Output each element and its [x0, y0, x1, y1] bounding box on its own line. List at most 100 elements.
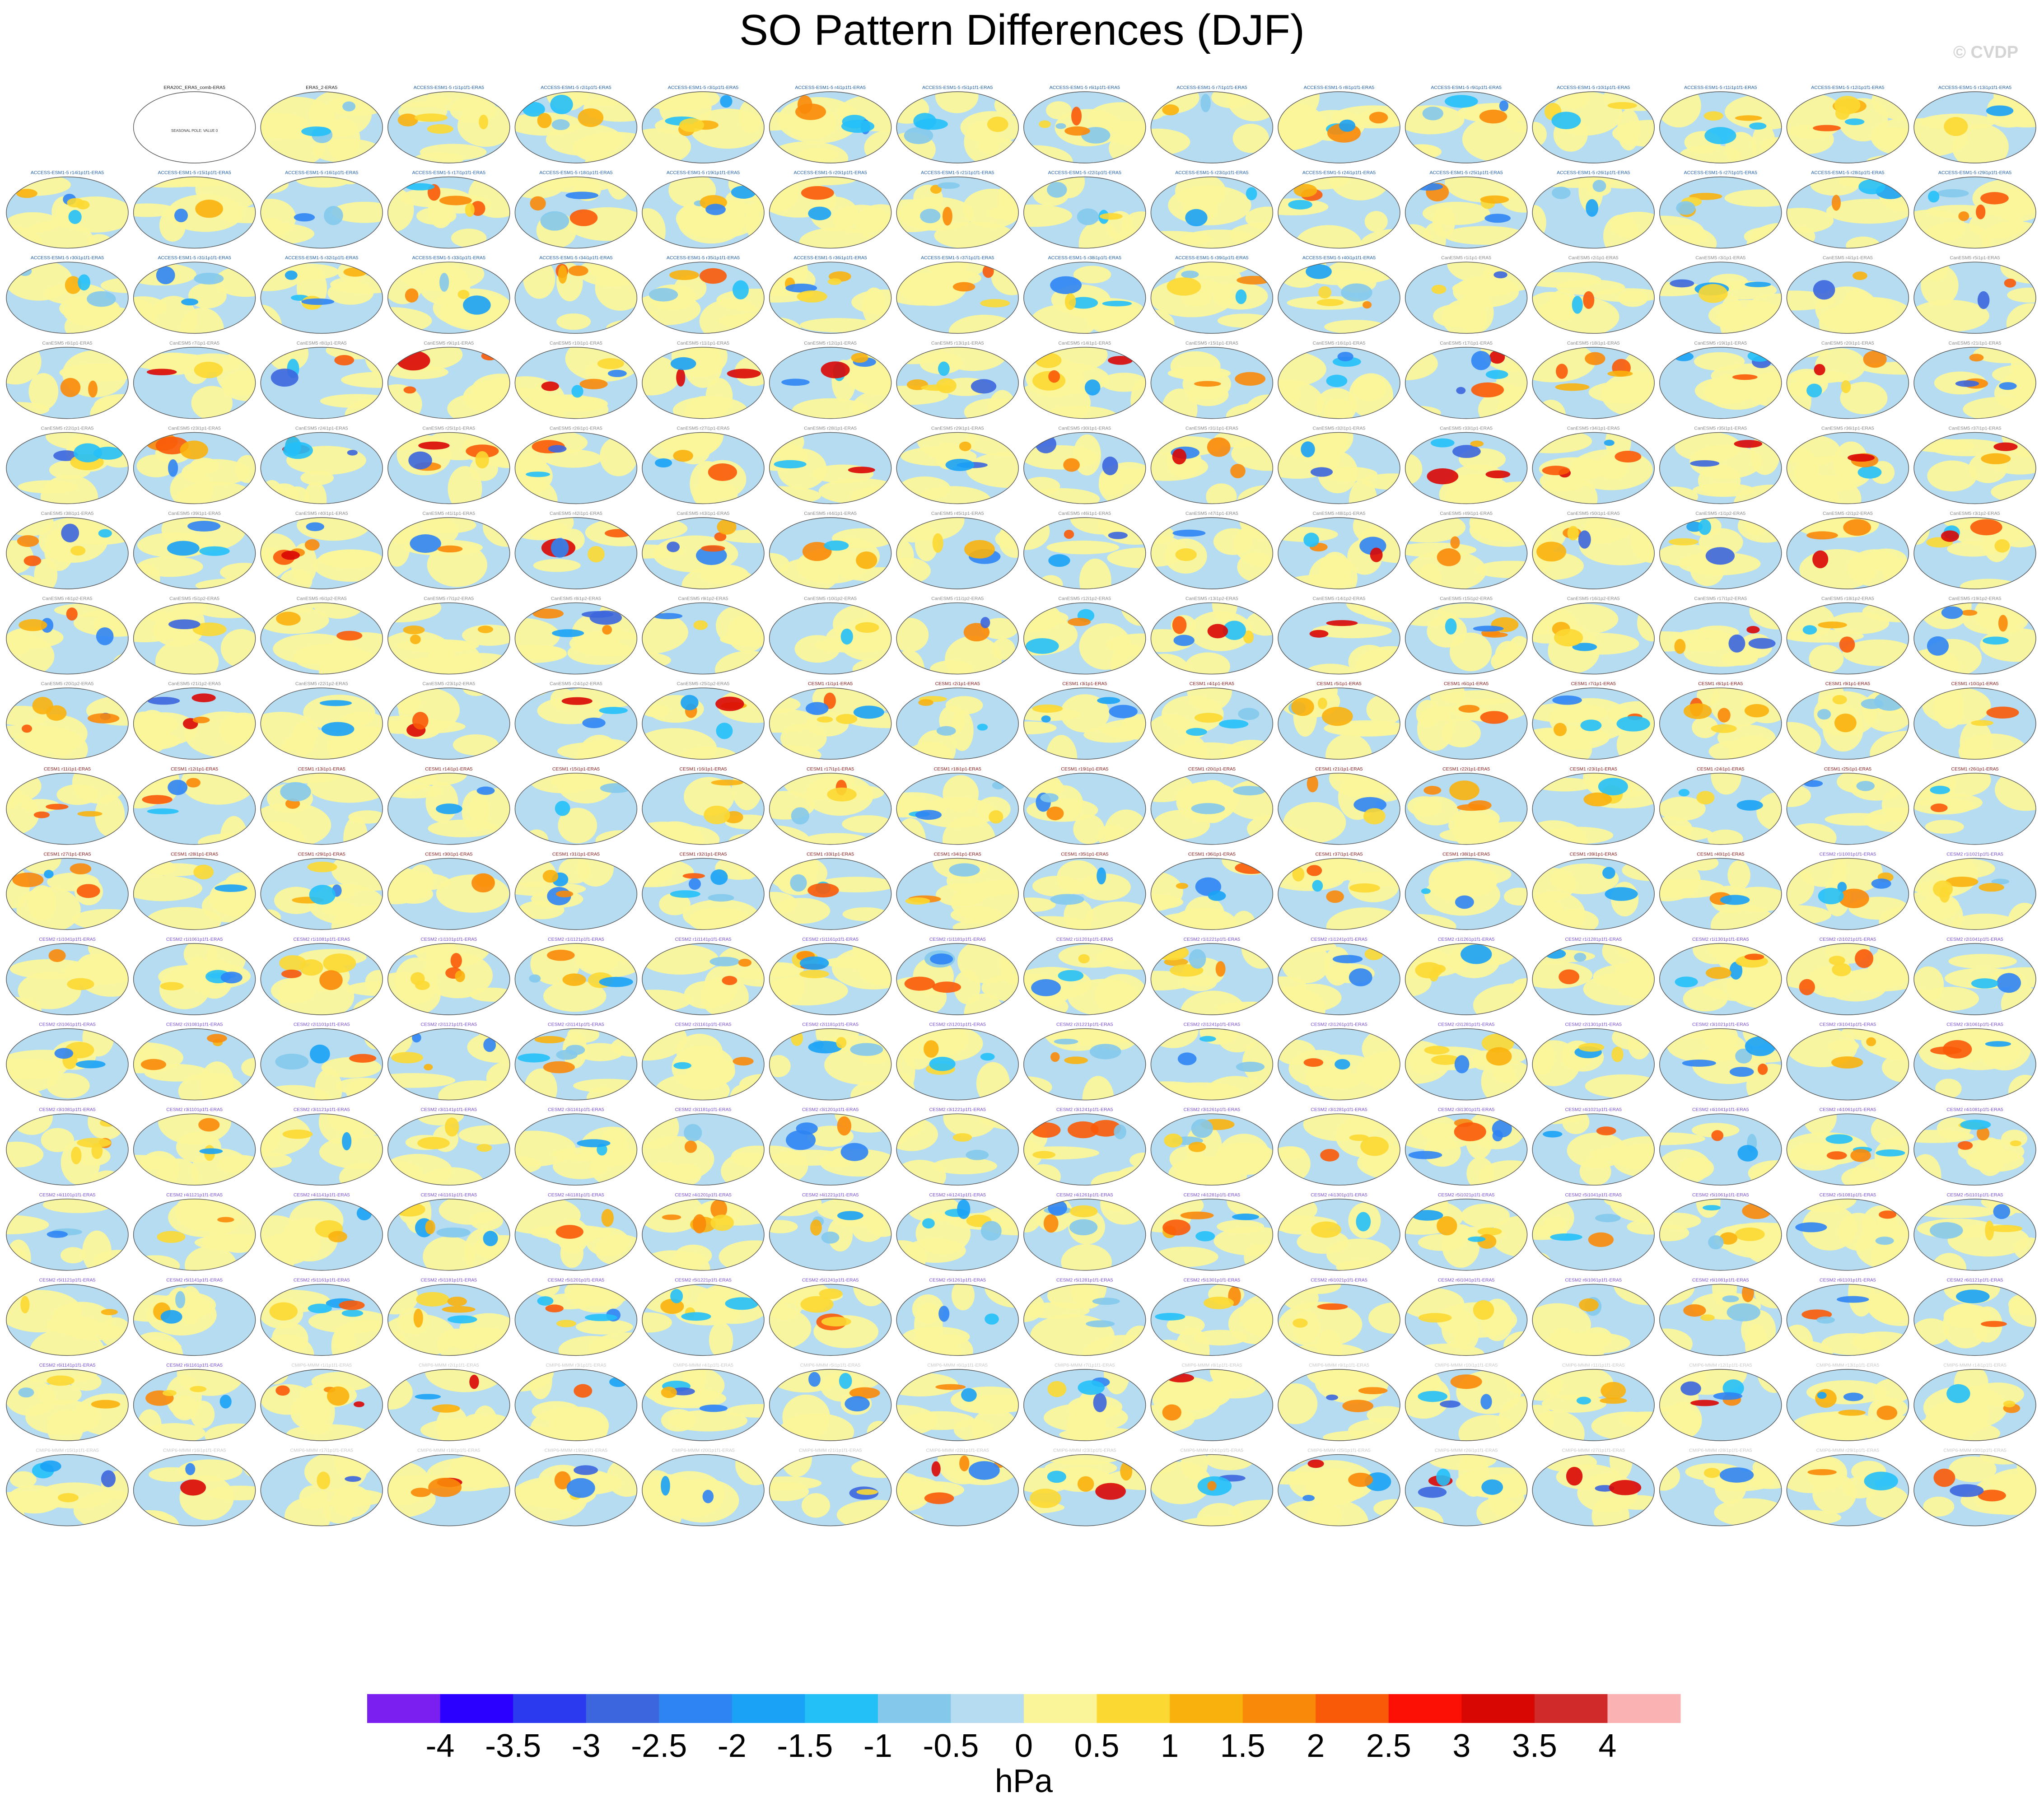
anomaly-region [59, 364, 128, 382]
anomaly-region [1999, 382, 2017, 390]
anomaly-region [275, 1385, 290, 1396]
anomaly-region [1335, 1059, 1350, 1070]
anomaly-region [985, 1313, 999, 1325]
anomaly-region [1612, 120, 1655, 147]
map-outline [260, 1028, 383, 1101]
anomaly-region [1955, 380, 1979, 387]
map-panel: CanESM5 r15i1p2-ERA5 [1405, 596, 1528, 675]
anomaly-region [850, 486, 891, 504]
anomaly-region [1532, 867, 1577, 901]
anomaly-region [1281, 943, 1330, 984]
anomaly-region [1722, 651, 1758, 666]
map-panel: CanESM5 r24i1p1-ERA5 [260, 425, 383, 504]
panel-label: CanESM5 r43i1p1-ERA5 [677, 511, 730, 516]
map-panel: CanESM5 r4i1p1-ERA5 [1786, 255, 1909, 334]
map-panel: CESM2 r1i1001p1f1-ERA5 [1786, 851, 1909, 930]
anomaly-region [1172, 616, 1187, 634]
panel-label: CESM1 r11i1p1-ERA5 [44, 766, 91, 772]
map-outline [1913, 943, 2036, 1015]
map-outline [387, 91, 510, 163]
panel-label: CanESM5 r33i1p1-ERA5 [1440, 425, 1493, 431]
anomaly-region [1659, 826, 1713, 841]
panel-label: CanESM5 r8i1p2-ERA5 [551, 596, 601, 602]
map-outline [514, 176, 638, 249]
anomaly-region [1492, 1120, 1512, 1138]
anomaly-region [1608, 378, 1655, 399]
anomaly-region [693, 620, 708, 630]
map-panel: CESM1 r3i1p1-ERA5 [1023, 681, 1146, 760]
map-outline [642, 773, 765, 845]
map-outline [896, 432, 1019, 504]
anomaly-region [1578, 530, 1591, 549]
map-panel: CanESM5 r8i1p2-ERA5 [514, 596, 638, 675]
map-outline [1278, 432, 1400, 504]
anomaly-region [1818, 621, 1847, 629]
panel-label: CESM2 r5i1121p1f1-ERA5 [39, 1277, 96, 1283]
anomaly-region [642, 518, 671, 528]
map-outline [514, 943, 638, 1015]
anomaly-region [606, 177, 632, 200]
map-panel: CESM1 r24i1p1-ERA5 [1659, 766, 1782, 845]
panel-label: CESM1 r24i1p1-ERA5 [1697, 766, 1744, 772]
map-outline [1532, 517, 1655, 589]
anomaly-region [455, 970, 465, 982]
anomaly-region [1787, 382, 1811, 419]
anomaly-region [1206, 483, 1237, 504]
anomaly-region [1744, 704, 1769, 718]
anomaly-region [195, 200, 223, 218]
anomaly-region [1988, 1225, 2023, 1233]
anomaly-region [19, 619, 47, 631]
anomaly-region [172, 1395, 198, 1420]
anomaly-region [1097, 867, 1106, 885]
map-panel: CESM2 r3i1141p1f1-ERA5 [387, 1107, 510, 1186]
anomaly-region [905, 897, 930, 905]
anomaly-region [1696, 1199, 1721, 1218]
anomaly-region [194, 272, 224, 285]
anomaly-region [1867, 154, 1909, 163]
anomaly-region [1536, 400, 1566, 419]
anomaly-region [555, 801, 570, 816]
map-outline [1659, 773, 1782, 845]
anomaly-region [1364, 211, 1388, 232]
anomaly-region [1172, 448, 1187, 465]
anomaly-region [341, 372, 383, 388]
anomaly-region [1349, 968, 1372, 986]
anomaly-region [1659, 1213, 1701, 1229]
anomaly-region [932, 533, 943, 553]
anomaly-region [1217, 1220, 1265, 1233]
anomaly-region [1317, 697, 1327, 710]
anomaly-region [1722, 1295, 1739, 1303]
anomaly-region [1363, 808, 1386, 825]
panel-label: CESM2 r2i1201p1f1-ERA5 [929, 1022, 986, 1027]
anomaly-region [1856, 780, 1875, 791]
anomaly-region [1084, 379, 1101, 396]
map-outline [260, 943, 383, 1015]
panel-label: CanESM5 r34i1p1-ERA5 [1567, 425, 1620, 431]
anomaly-region [720, 95, 733, 108]
anomaly-region [460, 1414, 491, 1441]
anomaly-region [1914, 1154, 1941, 1186]
anomaly-region [715, 606, 757, 645]
anomaly-region [569, 209, 598, 226]
anomaly-region [1696, 626, 1739, 640]
map-panel: CESM2 r1i1301p1f1-ERA5 [1659, 937, 1782, 1015]
anomaly-region [447, 1296, 467, 1307]
anomaly-region [1585, 352, 1605, 365]
anomaly-region [774, 460, 807, 469]
anomaly-region [44, 870, 54, 878]
anomaly-region [567, 641, 634, 665]
anomaly-region [77, 1138, 112, 1148]
anomaly-region [1176, 781, 1237, 822]
anomaly-region [1278, 868, 1344, 891]
anomaly-region [261, 177, 289, 195]
anomaly-region [1749, 122, 1767, 130]
map-panel: CESM2 r6i1161p1f1-ERA5 [133, 1363, 256, 1441]
map-outline [260, 176, 383, 249]
anomaly-region [1929, 439, 2006, 457]
anomaly-region [1191, 803, 1225, 814]
map-outline [896, 91, 1019, 163]
map-panel: ACCESS-ESM1-5 r34i1p1f1-ERA5 [514, 255, 638, 334]
anomaly-region [969, 880, 1019, 895]
map-outline [1150, 943, 1274, 1015]
anomaly-region [285, 270, 298, 280]
